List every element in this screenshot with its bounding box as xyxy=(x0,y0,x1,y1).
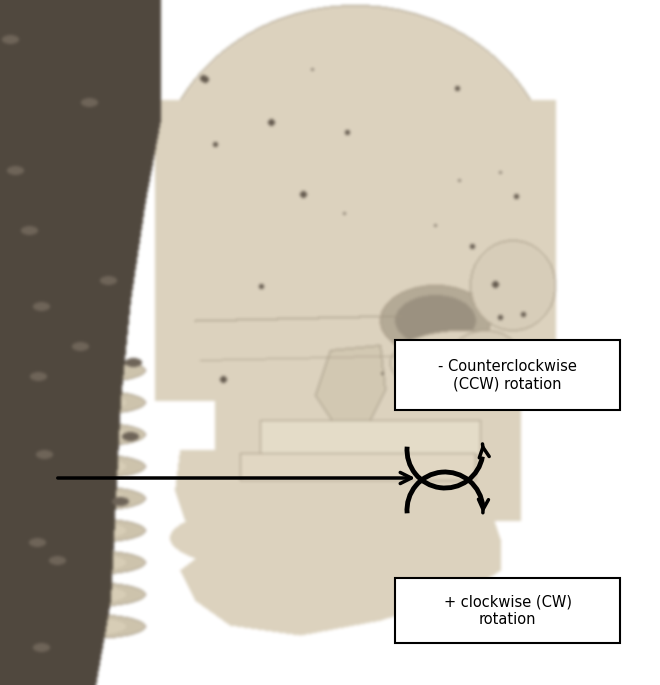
Text: - Counterclockwise
(CCW) rotation: - Counterclockwise (CCW) rotation xyxy=(438,359,577,391)
Text: + clockwise (CW)
rotation: + clockwise (CW) rotation xyxy=(444,595,572,627)
Bar xyxy=(395,578,620,643)
Bar xyxy=(395,340,620,410)
